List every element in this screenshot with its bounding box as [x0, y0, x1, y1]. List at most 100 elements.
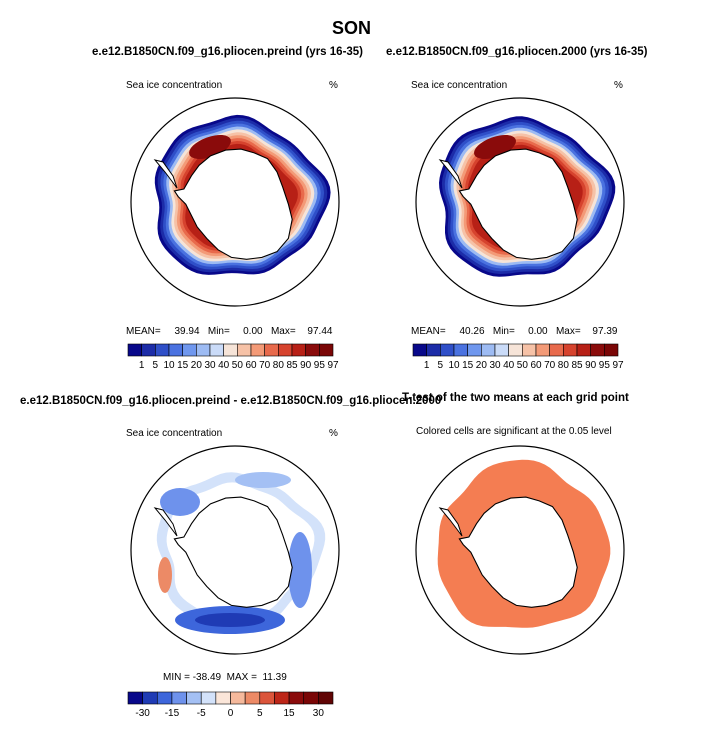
colorbar-tick-label: 1	[424, 360, 430, 371]
colorbar-tick-label: 97	[327, 360, 339, 371]
colorbar-cell	[127, 343, 142, 357]
colorbar-tick-label: 60	[530, 360, 542, 371]
colorbar-cell	[182, 343, 197, 357]
colorbar-cell	[278, 343, 293, 357]
colorbar-tick-label: 30	[204, 360, 216, 371]
colorbar-cell	[291, 343, 306, 357]
colorbar-cell	[563, 343, 578, 357]
colorbar-preind: 1 5 10 15 20 30 40 50 60 70 80 85 90 95 97	[127, 343, 339, 371]
antarctica-coast	[458, 496, 578, 608]
colorbar-cell	[549, 343, 564, 357]
panel-label-diff: Sea ice concentration	[126, 428, 223, 439]
colorbar-tick-label: 70	[259, 360, 271, 371]
panel-subtitle-ttest: Colored cells are significant at the 0.0…	[416, 426, 612, 437]
antarctica-coast	[458, 148, 578, 260]
colorbar-cell	[453, 343, 468, 357]
colorbar-tick-label: 30	[489, 360, 501, 371]
colorbar-tick-label: 60	[245, 360, 257, 371]
antarctic-peninsula	[438, 507, 463, 537]
panel-units-preind: %	[329, 80, 338, 91]
colorbar-cell	[259, 691, 275, 705]
panel-label-preind: Sea ice concentration	[126, 80, 223, 91]
colorbar-tick-label: 15	[177, 360, 189, 371]
diff-negative-patch	[195, 613, 265, 627]
panel-units-2000: %	[614, 80, 623, 91]
diff-positive-patch	[158, 557, 172, 593]
colorbar-tick-label: 95	[314, 360, 326, 371]
colorbar-cell	[250, 343, 265, 357]
panel-title-2000: e.e12.B1850CN.f09_g16.pliocen.2000 (yrs …	[386, 46, 648, 58]
colorbar-cell	[576, 343, 591, 357]
map-ttest	[415, 445, 625, 655]
colorbar-tick-label: 30	[313, 708, 325, 719]
colorbar-cell	[318, 691, 334, 705]
stats-2000: MEAN= 40.26 Min= 0.00 Max= 97.39	[411, 326, 618, 337]
colorbar-tick-label: 50	[232, 360, 244, 371]
colorbar-tick-label: 70	[544, 360, 556, 371]
colorbar-cell	[303, 691, 319, 705]
antarctica-coast	[173, 148, 293, 260]
colorbar-cell	[142, 691, 158, 705]
stats-diff: MIN = -38.49 MAX = 11.39	[163, 672, 287, 683]
colorbar-cell	[168, 343, 183, 357]
colorbar-cell	[155, 343, 170, 357]
colorbar-cell	[535, 343, 550, 357]
colorbar-tick-label: 15	[284, 708, 296, 719]
colorbar-cell	[186, 691, 202, 705]
colorbar-tick-label: 80	[558, 360, 570, 371]
colorbar-tick-label: 50	[517, 360, 529, 371]
colorbar-tick-label: 10	[163, 360, 175, 371]
colorbar-tick-label: 40	[503, 360, 515, 371]
antarctic-peninsula	[153, 507, 178, 537]
antarctica-coast	[173, 496, 293, 608]
colorbar-tick-label: -15	[165, 708, 180, 719]
colorbar-tick-label: 1	[139, 360, 145, 371]
colorbar-tick-label: 97	[612, 360, 624, 371]
colorbar-cell	[171, 691, 187, 705]
panel-units-diff: %	[329, 428, 338, 439]
colorbar-tick-label: 5	[153, 360, 159, 371]
colorbar-cell	[508, 343, 523, 357]
colorbar-cell	[196, 343, 211, 357]
colorbar-cell	[230, 691, 246, 705]
panel-title-preind: e.e12.B1850CN.f09_g16.pliocen.preind (yr…	[92, 46, 364, 58]
colorbar-cell	[590, 343, 605, 357]
colorbar-tick-label: -5	[197, 708, 206, 719]
colorbar-tick-label: 85	[286, 360, 298, 371]
figure-title: SON	[331, 18, 371, 38]
colorbar-tick-label: 0	[228, 708, 234, 719]
colorbar-diff: -30 -15 -5 0 5 15 30	[127, 691, 334, 719]
colorbar-cell	[200, 691, 217, 705]
colorbar-tick-label: 40	[218, 360, 230, 371]
panel-label-2000: Sea ice concentration	[411, 80, 508, 91]
map-diff	[130, 445, 340, 655]
stats-preind: MEAN= 39.94 Min= 0.00 Max= 97.44	[126, 326, 333, 337]
colorbar-cell	[156, 691, 173, 705]
colorbar-cell	[141, 343, 156, 357]
colorbar-cell	[467, 343, 482, 357]
colorbar-tick-label: 20	[191, 360, 203, 371]
colorbar-cell	[319, 343, 334, 357]
panel-title-ttest: T-test of the two means at each grid poi…	[402, 392, 629, 404]
colorbar-tick-label: 10	[448, 360, 460, 371]
colorbar-cell	[412, 343, 427, 357]
colorbar-tick-label: 15	[462, 360, 474, 371]
colorbar-tick-label: 90	[300, 360, 312, 371]
colorbar-cell	[237, 343, 252, 357]
colorbar-cell	[494, 343, 509, 357]
colorbar-cell	[274, 691, 290, 705]
colorbar-cell	[440, 343, 455, 357]
colorbar-cell	[426, 343, 441, 357]
antarctic-peninsula	[153, 159, 178, 189]
panel-title-diff: e.e12.B1850CN.f09_g16.pliocen.preind - e…	[20, 395, 442, 407]
colorbar-cell	[264, 343, 279, 357]
colorbar-tick-label: -30	[135, 708, 150, 719]
colorbar-tick-label: 80	[273, 360, 285, 371]
colorbar-tick-label: 5	[257, 708, 263, 719]
colorbar-cell	[288, 691, 305, 705]
colorbar-cell	[223, 343, 238, 357]
colorbar-cell	[604, 343, 619, 357]
diff-negative-patch	[288, 532, 312, 608]
colorbar-cell	[481, 343, 496, 357]
colorbar-tick-label: 20	[476, 360, 488, 371]
